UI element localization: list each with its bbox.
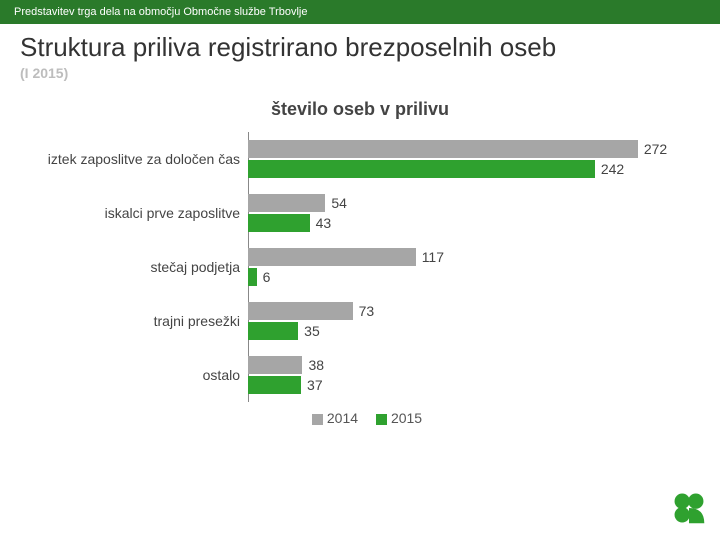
bar-value: 43 [316,215,332,231]
bars-cell: 117 6 [248,246,690,288]
legend-swatch-2015 [376,414,387,425]
bar: 242 [248,160,690,178]
bars-cell: 272 242 [248,138,690,180]
bar-value: 73 [359,303,375,319]
bar-value: 117 [422,249,444,265]
bar-value: 272 [644,141,667,157]
bar-value: 37 [307,377,323,393]
bar-value: 38 [308,357,324,373]
legend-label-2014: 2014 [327,410,358,426]
bars-cell: 73 35 [248,300,690,342]
chart-row: iztek zaposlitve za določen čas 272 242 [30,138,690,180]
page-subtitle: (I 2015) [20,65,700,81]
bar: 38 [248,356,690,374]
legend: 2014 2015 [0,410,720,426]
category-label: iskalci prve zaposlitve [30,205,248,221]
topbar-text: Predstavitev trga dela na območju Območn… [14,6,308,18]
bar-fill [248,140,638,158]
bar-value: 242 [601,161,624,177]
bar-fill [248,302,353,320]
bar: 73 [248,302,690,320]
bar-value: 35 [304,323,320,339]
bar-fill [248,160,595,178]
chart-row: iskalci prve zaposlitve5443 [30,192,690,234]
bar: 35 [248,322,690,340]
bars-cell: 3837 [248,354,690,396]
bar-chart: iztek zaposlitve za določen čas 272 242 isk… [30,138,690,396]
bar-fill [248,268,257,286]
bar: 54 [248,194,690,212]
bar-fill [248,214,310,232]
bar-fill [248,376,301,394]
bar-value: 54 [331,195,347,211]
bars-cell: 5443 [248,192,690,234]
bar-fill [248,356,302,374]
bar-fill [248,248,416,266]
category-label: trajni presežki [30,313,248,329]
page-title: Struktura priliva registrirano brezposel… [20,32,700,63]
bar: 43 [248,214,690,232]
category-label: ostalo [30,367,248,383]
title-block: Struktura priliva registrirano brezposel… [0,24,720,81]
bar: 6 [248,268,690,286]
category-label: iztek zaposlitve za določen čas [30,151,248,167]
bar-fill [248,194,325,212]
legend-swatch-2014 [312,414,323,425]
topbar: Predstavitev trga dela na območju Območn… [0,0,720,24]
bar: 272 [248,140,690,158]
brand-logo-icon [672,491,706,530]
chart-title: število oseb v prilivu [0,99,720,120]
bar-fill [248,322,298,340]
legend-label-2015: 2015 [391,410,422,426]
bar-value: 6 [263,269,271,285]
chart-row: stečaj podjetja 117 6 [30,246,690,288]
category-label: stečaj podjetja [30,259,248,275]
chart-row: ostalo3837 [30,354,690,396]
chart-row: trajni presežki 73 35 [30,300,690,342]
bar: 117 [248,248,690,266]
bar: 37 [248,376,690,394]
